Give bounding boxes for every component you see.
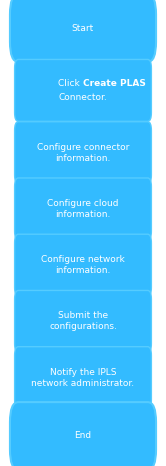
Text: Configure cloud
information.: Configure cloud information.: [47, 199, 119, 219]
Text: Configure network
information.: Configure network information.: [41, 255, 125, 275]
FancyBboxPatch shape: [10, 0, 156, 62]
FancyBboxPatch shape: [15, 234, 151, 296]
FancyBboxPatch shape: [15, 60, 151, 121]
Text: Configure connector
information.: Configure connector information.: [37, 143, 129, 163]
Text: End: End: [74, 432, 92, 440]
Text: Connector.: Connector.: [59, 93, 107, 102]
FancyBboxPatch shape: [15, 347, 151, 409]
Text: Submit the
configurations.: Submit the configurations.: [49, 311, 117, 331]
FancyBboxPatch shape: [10, 402, 156, 466]
FancyBboxPatch shape: [15, 290, 151, 352]
Text: Click: Click: [58, 79, 83, 88]
FancyBboxPatch shape: [15, 178, 151, 240]
FancyBboxPatch shape: [15, 122, 151, 184]
Text: Create PLAS: Create PLAS: [83, 79, 146, 88]
Text: Notify the IPLS
network administrator.: Notify the IPLS network administrator.: [31, 368, 135, 388]
Text: Start: Start: [72, 24, 94, 33]
